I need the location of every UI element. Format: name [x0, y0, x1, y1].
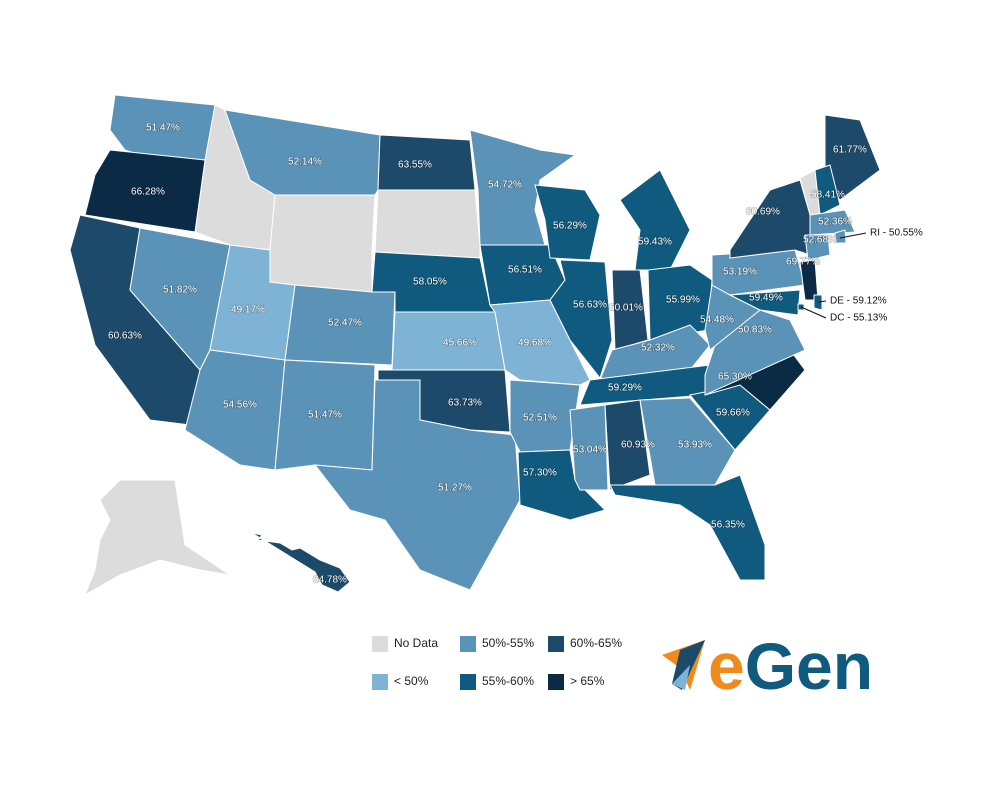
region-label: 61.77% — [833, 145, 867, 156]
region-label: 56.63% — [573, 300, 607, 311]
no-data-state — [374, 189, 481, 259]
region — [313, 379, 521, 591]
region — [809, 209, 856, 236]
region-label: 51.47% — [146, 123, 180, 134]
region — [284, 284, 396, 366]
region-label: 54.48% — [700, 315, 734, 326]
region-label: 52.36% — [818, 217, 852, 228]
region — [814, 164, 841, 216]
region — [251, 532, 351, 593]
region-label: 45.66% — [443, 338, 477, 349]
no-data-regions — [84, 104, 821, 597]
callout-label: DC - 55.13% — [830, 313, 887, 324]
region — [728, 289, 801, 316]
region-label: 49.17% — [231, 305, 265, 316]
region-label: 54.72% — [488, 180, 522, 191]
region-label: 52.32% — [641, 343, 675, 354]
region-label: 51.82% — [163, 285, 197, 296]
legend-label: 50%-55% — [482, 636, 534, 650]
region-label: 58.41% — [811, 190, 845, 201]
region-label: 55.99% — [666, 295, 700, 306]
region-label: 63.73% — [448, 398, 482, 409]
region-label: 56.29% — [553, 221, 587, 232]
region — [609, 474, 766, 581]
region-label: 64.78% — [313, 575, 347, 586]
region-label: 52.14% — [288, 157, 322, 168]
leader-line — [817, 300, 827, 303]
region-label: 57.30% — [523, 468, 557, 479]
region — [569, 404, 609, 491]
logo-text: eGen — [708, 629, 873, 703]
region-label: 53.93% — [678, 440, 712, 451]
region-label: 51.47% — [308, 410, 342, 421]
region-label: 69.77% — [786, 257, 820, 268]
region — [534, 184, 601, 261]
region-label: 63.55% — [398, 160, 432, 171]
region — [469, 129, 577, 246]
region — [517, 449, 606, 521]
region-label: 52.47% — [328, 318, 362, 329]
region-label: 54.56% — [223, 400, 257, 411]
legend-label: < 50% — [394, 674, 429, 688]
callout-label: RI - 50.55% — [870, 228, 923, 239]
leader-line — [839, 232, 867, 239]
legend-swatch — [548, 674, 564, 690]
legend-label: No Data — [394, 636, 438, 650]
labels: 51.47% 66.28% 60.63% 51.82% 49.17% 54.56% 52.1… — [107, 122, 923, 587]
region-label: 65.30% — [718, 372, 752, 383]
logo: eGen — [662, 629, 873, 703]
legend-swatch — [460, 636, 476, 652]
regions — [69, 94, 881, 593]
region — [549, 259, 613, 380]
region-label: 60.93% — [621, 440, 655, 451]
logo-word: Gen — [745, 629, 873, 703]
region — [729, 179, 816, 259]
region — [804, 234, 831, 261]
region-label: 56.51% — [508, 265, 542, 276]
callout-region — [813, 294, 823, 311]
region-label: 52.51% — [523, 413, 557, 424]
region — [604, 399, 651, 491]
logo-icon — [672, 665, 690, 690]
region — [377, 134, 476, 191]
region-label: 53.04% — [573, 445, 607, 456]
region — [611, 269, 649, 351]
region-label: 56.35% — [711, 520, 745, 531]
legend-swatch — [372, 674, 388, 690]
region-label: 51.27% — [438, 483, 472, 494]
region-label: 59.29% — [608, 383, 642, 394]
region-label: 52.68% — [803, 235, 837, 246]
region-label: 58.05% — [413, 277, 447, 288]
region-label: 60.01% — [609, 303, 643, 314]
region-label: 60.63% — [108, 331, 142, 342]
leader-line — [800, 306, 827, 319]
no-data-state — [269, 194, 376, 293]
region — [84, 149, 206, 233]
region-label: 59.49% — [749, 293, 783, 304]
no-data-state — [84, 479, 231, 597]
region-label: 53.19% — [723, 267, 757, 278]
region-label: 49.68% — [518, 338, 552, 349]
legend: No Data < 50% 50%-55% 55%-60% 60%-65% > 65% — [372, 636, 622, 690]
callout-label: DE - 59.12% — [830, 296, 887, 307]
region-label: 60.69% — [746, 207, 780, 218]
legend-label: 55%-60% — [482, 674, 534, 688]
region — [619, 169, 691, 271]
legend-swatch — [548, 636, 564, 652]
region-label: 59.66% — [716, 408, 750, 419]
legend-label: 60%-65% — [570, 636, 622, 650]
legend-swatch — [460, 674, 476, 690]
region — [639, 397, 736, 486]
legend-label: > 65% — [570, 674, 605, 688]
region-label: 59.43% — [638, 237, 672, 248]
logo-accent: e — [708, 629, 745, 703]
callout-region — [834, 229, 847, 244]
region-label: 66.28% — [131, 187, 165, 198]
legend-swatch — [372, 636, 388, 652]
region-label: 50.83% — [738, 325, 772, 336]
